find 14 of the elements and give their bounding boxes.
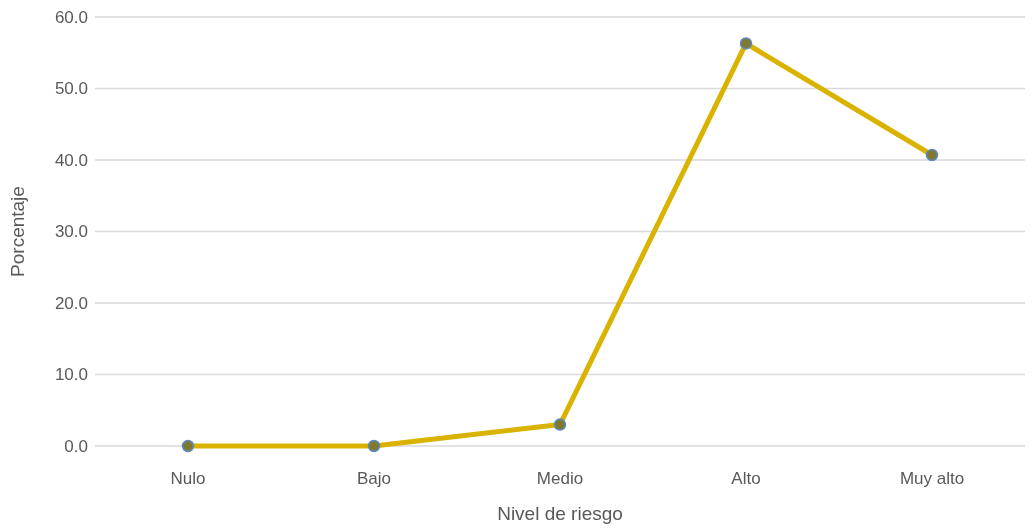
x-tick-label: Bajo bbox=[356, 469, 392, 488]
y-tick-label: 10.0 bbox=[54, 365, 88, 385]
y-tick-label: 20.0 bbox=[54, 293, 88, 313]
y-tick-label: 60.0 bbox=[54, 7, 88, 27]
x-axis-title: Nivel de riesgo bbox=[497, 503, 623, 524]
x-tick-label: Medio bbox=[536, 469, 584, 488]
y-axis-title: Porcentaje bbox=[7, 186, 28, 277]
x-tick-label: Nulo bbox=[170, 469, 206, 488]
y-tick-label: 0.0 bbox=[64, 436, 88, 456]
y-tick-label: 40.0 bbox=[54, 150, 88, 170]
y-tick-label: 50.0 bbox=[54, 79, 88, 99]
x-tick-label: Alto bbox=[731, 469, 761, 488]
y-tick-label: 30.0 bbox=[54, 222, 88, 242]
x-tick-label: Muy alto bbox=[899, 469, 965, 488]
